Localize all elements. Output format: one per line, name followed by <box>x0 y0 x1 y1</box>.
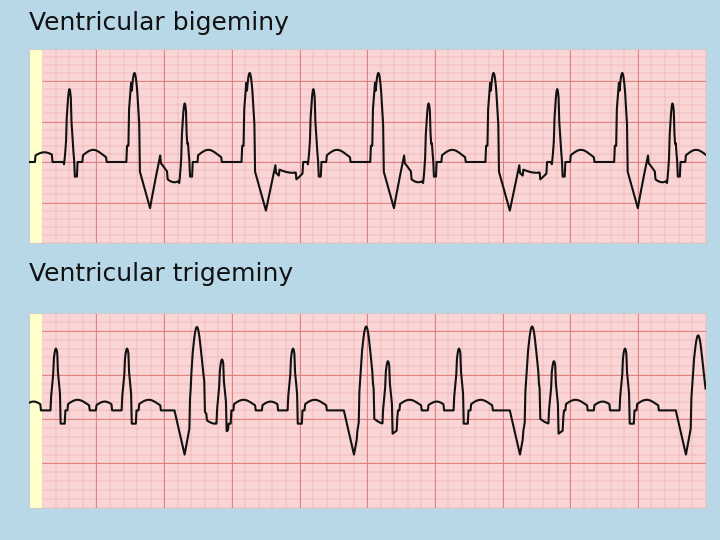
Bar <box>29 49 41 243</box>
Text: Ventricular trigeminy: Ventricular trigeminy <box>29 262 293 286</box>
Text: Ventricular bigeminy: Ventricular bigeminy <box>29 11 289 35</box>
Bar <box>29 313 41 508</box>
